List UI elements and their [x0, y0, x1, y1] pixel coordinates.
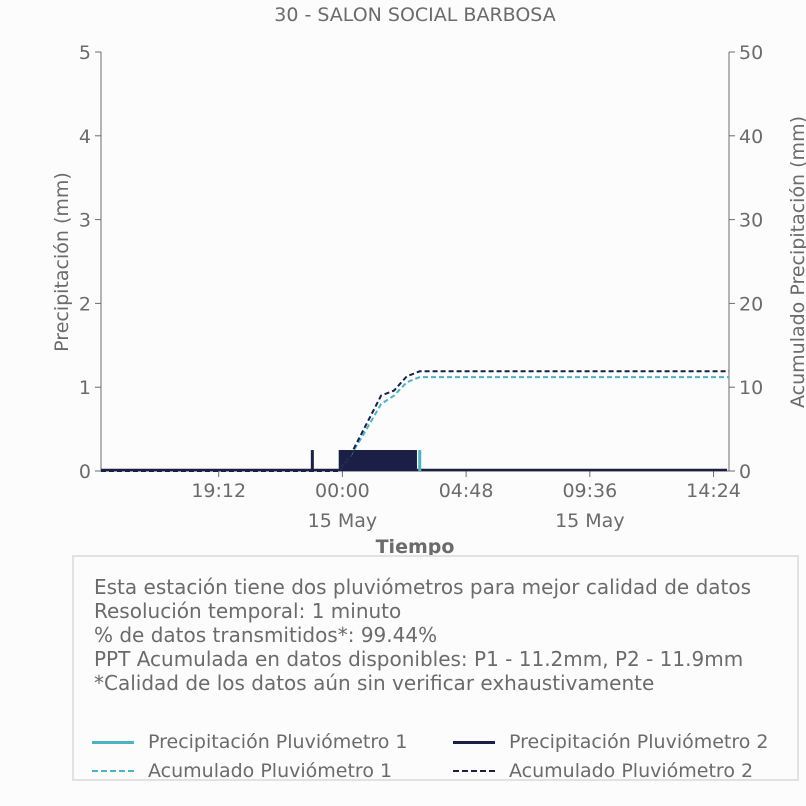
- legend-label-precip-p1: Precipitación Pluviómetro 1: [148, 731, 408, 753]
- legend-swatch-precip-p2: [453, 741, 495, 744]
- y-tick-label: 0: [79, 461, 91, 483]
- legend-swatch-accum-p2: [453, 770, 495, 772]
- x-axis-label: Tiempo: [376, 536, 455, 558]
- info-line-quality-note: *Calidad de los datos aún sin verificar …: [94, 671, 655, 695]
- x-tick-sublabel: 15 May: [308, 510, 378, 532]
- info-line-resolution: Resolución temporal: 1 minuto: [94, 599, 402, 623]
- y2-tick-label: 10: [739, 377, 763, 399]
- legend-swatch-precip-p1: [92, 741, 134, 744]
- y-tick-label: 1: [79, 377, 91, 399]
- info-lines: Esta estación tiene dos pluviómetros par…: [94, 575, 751, 695]
- y-tick-label: 2: [79, 293, 91, 315]
- x-tick-label: 00:00: [315, 480, 370, 502]
- info-panel: Esta estación tiene dos pluviómetros par…: [72, 555, 799, 782]
- y-tick-label: 4: [79, 126, 91, 148]
- legend-label-accum-p1: Acumulado Pluviómetro 1: [148, 760, 393, 782]
- precip-dense-band: [340, 450, 416, 471]
- y-tick-label: 5: [79, 42, 91, 64]
- x-tick-label: 04:48: [439, 480, 494, 502]
- legend-label-accum-p2: Acumulado Pluviómetro 2: [509, 760, 754, 782]
- y2-tick-label: 0: [739, 461, 751, 483]
- legend-swatch-accum-p1: [92, 770, 134, 772]
- x-tick-label: 19:12: [191, 480, 246, 502]
- y-tick-label: 3: [79, 210, 91, 232]
- legend-label-precip-p2: Precipitación Pluviómetro 2: [509, 731, 769, 753]
- cumulative-line: [101, 370, 729, 472]
- y2-tick-label: 40: [739, 126, 763, 148]
- y2-tick-label: 20: [739, 293, 763, 315]
- x-tick-label: 09:36: [562, 480, 617, 502]
- x-tick-sublabel: 15 May: [555, 510, 625, 532]
- y-axis-label: Precipitación (mm): [51, 172, 73, 352]
- x-tick-label: 14:24: [686, 480, 741, 502]
- info-line-accumulated: PPT Acumulada en datos disponibles: P1 -…: [94, 647, 744, 671]
- info-line-transmitted: % de datos transmitidos*: 99.44%: [94, 623, 438, 647]
- y2-tick-label: 30: [739, 210, 763, 232]
- chart-title: 30 - SALON SOCIAL BARBOSA: [274, 4, 555, 26]
- info-line-dual-gauges: Esta estación tiene dos pluviómetros par…: [94, 575, 752, 599]
- y2-tick-label: 50: [739, 42, 763, 64]
- y2-axis-label: Acumulado Precipitación (mm): [787, 116, 806, 408]
